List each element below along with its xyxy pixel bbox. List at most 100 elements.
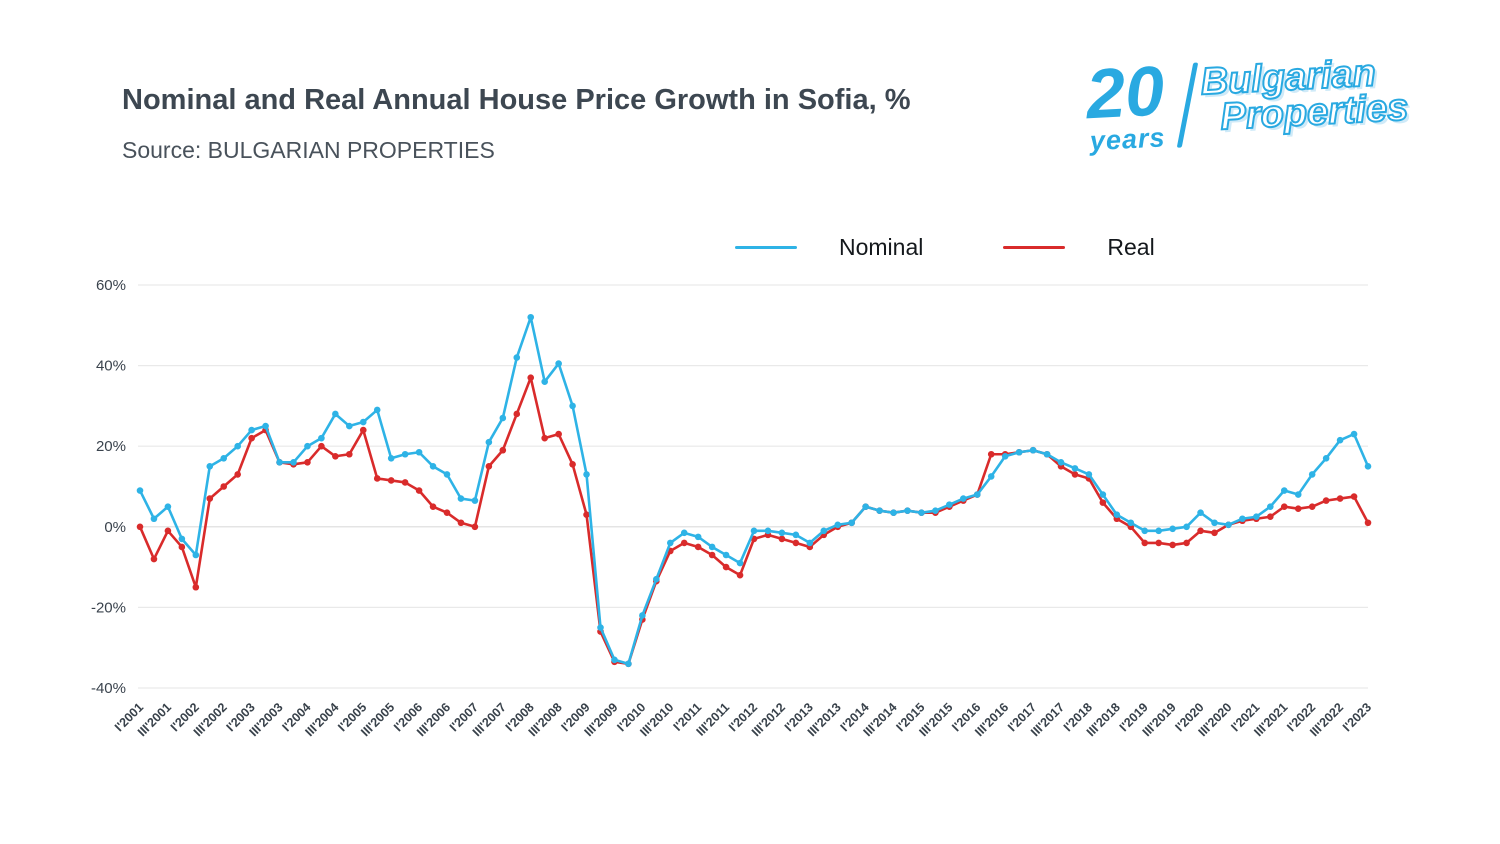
nominal-data-point xyxy=(973,491,981,498)
y-axis-tick-label: -20% xyxy=(91,599,126,616)
real-data-point xyxy=(1336,495,1344,502)
nominal-data-point xyxy=(1169,525,1176,533)
real-data-point xyxy=(792,539,800,547)
real-data-point xyxy=(1155,539,1162,547)
nominal-line-swatch xyxy=(735,246,797,249)
nominal-data-point xyxy=(1155,527,1162,535)
nominal-data-point xyxy=(597,624,604,631)
nominal-data-point xyxy=(625,660,632,668)
real-data-point xyxy=(1350,493,1358,500)
real-data-point xyxy=(332,452,339,460)
nominal-data-point xyxy=(764,527,772,535)
y-axis-tick-label: 0% xyxy=(104,519,126,536)
bulgarian-properties-logo: 20 years Bulgarian Properties xyxy=(1084,50,1410,158)
real-data-point xyxy=(527,374,535,381)
nominal-data-point xyxy=(415,448,423,456)
real-data-point xyxy=(1267,513,1274,521)
nominal-data-point xyxy=(583,471,590,478)
real-data-point xyxy=(1169,541,1176,549)
real-data-point xyxy=(471,523,479,531)
chart-source: Source: BULGARIAN PROPERTIES xyxy=(122,137,495,163)
y-axis-tick-label: 60% xyxy=(96,277,126,294)
real-data-point xyxy=(569,461,576,468)
nominal-data-point xyxy=(485,438,493,446)
real-data-point xyxy=(136,523,144,531)
real-data-point xyxy=(778,535,786,543)
logo-20-years: 20 years xyxy=(1084,51,1168,157)
nominal-data-point xyxy=(541,378,548,386)
nominal-data-point xyxy=(890,509,897,516)
nominal-data-point xyxy=(876,507,883,514)
real-series-line xyxy=(138,376,1370,666)
nominal-data-point xyxy=(1336,436,1344,444)
real-data-point xyxy=(541,434,548,442)
nominal-data-point xyxy=(1141,527,1149,535)
nominal-series-line xyxy=(138,315,1370,666)
nominal-data-point xyxy=(304,442,311,450)
legend-label-nominal: Nominal xyxy=(839,234,924,260)
real-data-point xyxy=(1364,519,1372,527)
nominal-data-point xyxy=(792,531,800,539)
nominal-data-point xyxy=(1225,521,1232,529)
real-data-point xyxy=(1183,539,1190,547)
real-data-point xyxy=(555,430,562,438)
nominal-data-point xyxy=(373,406,381,414)
real-data-point xyxy=(513,410,521,418)
nominal-data-point xyxy=(457,495,465,502)
logo-years-text: years xyxy=(1089,122,1167,157)
real-data-point xyxy=(1308,503,1316,510)
nominal-data-point xyxy=(332,410,339,418)
nominal-data-point xyxy=(1085,471,1093,478)
legend-item-real: Real xyxy=(1003,234,1155,261)
real-data-point xyxy=(248,434,255,442)
real-data-point xyxy=(359,426,367,434)
x-axis-tick-label: I'2023 xyxy=(1340,700,1374,734)
nominal-data-point xyxy=(1057,459,1065,466)
real-data-point xyxy=(1294,505,1302,512)
nominal-data-point xyxy=(1127,519,1135,527)
nominal-data-point xyxy=(987,473,995,480)
nominal-data-point xyxy=(904,507,911,514)
y-axis-tick-label: -40% xyxy=(91,680,126,697)
real-data-point xyxy=(680,539,688,547)
real-data-point xyxy=(304,459,311,466)
nominal-data-point xyxy=(555,360,562,367)
nominal-data-point xyxy=(276,459,283,466)
real-data-point xyxy=(443,509,451,516)
nominal-data-point xyxy=(750,527,758,535)
nominal-data-point xyxy=(387,454,395,462)
real-data-point xyxy=(1197,527,1204,535)
real-data-point xyxy=(987,450,995,458)
nominal-data-point xyxy=(1099,491,1107,498)
real-data-point xyxy=(1322,497,1330,504)
nominal-data-point xyxy=(401,450,409,458)
nominal-data-point xyxy=(569,402,576,410)
nominal-data-point xyxy=(1364,463,1372,470)
nominal-data-point xyxy=(150,515,158,523)
nominal-data-point xyxy=(1322,454,1330,462)
nominal-data-point xyxy=(290,459,297,466)
chart-title: Nominal and Real Annual House Price Grow… xyxy=(122,84,911,116)
nominal-data-point xyxy=(932,507,939,514)
nominal-data-point xyxy=(862,503,869,510)
nominal-data-point xyxy=(946,501,953,508)
real-data-point xyxy=(220,483,228,490)
nominal-data-point xyxy=(443,471,451,478)
nominal-data-point xyxy=(1253,513,1260,521)
real-data-point xyxy=(192,583,200,591)
nominal-data-point xyxy=(318,434,325,442)
real-data-point xyxy=(150,555,158,563)
real-data-point xyxy=(318,442,325,450)
nominal-data-point xyxy=(806,539,814,547)
real-data-point xyxy=(583,511,590,519)
nominal-data-point xyxy=(513,354,521,361)
nominal-data-point xyxy=(1294,491,1302,498)
nominal-data-point xyxy=(1211,519,1218,527)
nominal-data-point xyxy=(429,463,437,470)
nominal-data-point xyxy=(1280,487,1288,494)
real-data-point xyxy=(1099,499,1107,506)
real-data-point xyxy=(164,527,172,535)
nominal-data-point xyxy=(1029,446,1037,454)
real-data-point xyxy=(178,543,186,551)
